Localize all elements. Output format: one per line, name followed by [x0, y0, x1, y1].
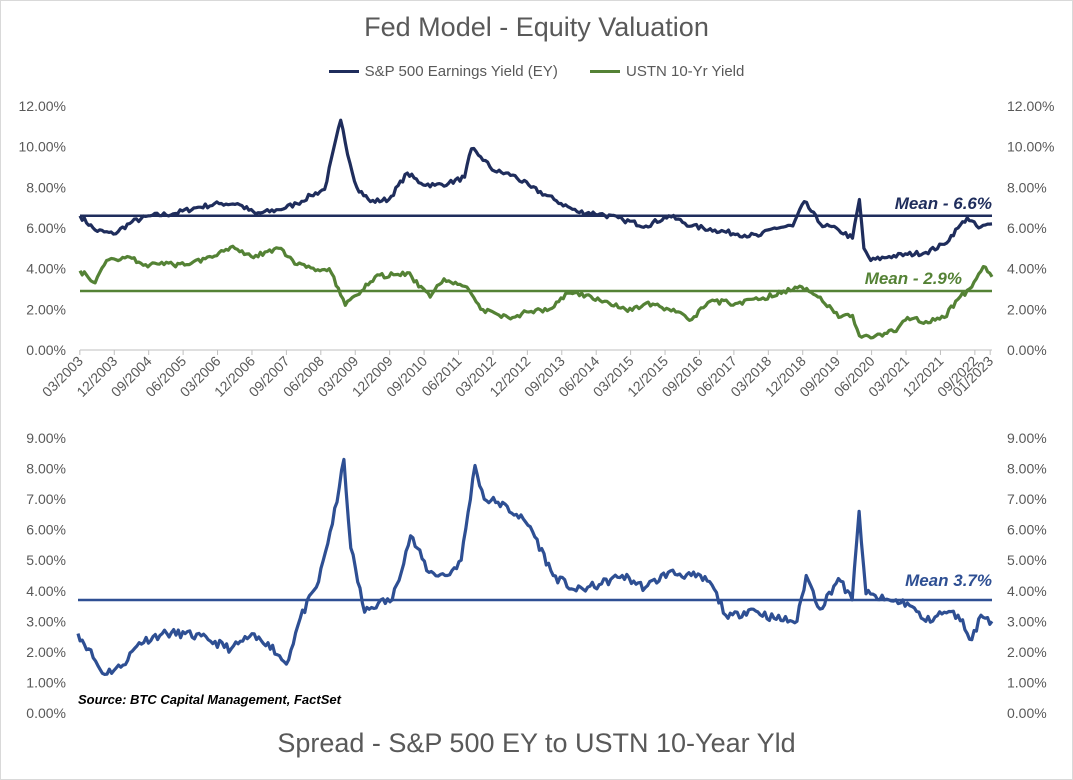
y-tick-label-left: 2.00% [26, 301, 66, 317]
bottom-chart-title: Spread - S&P 500 EY to USTN 10-Year Yld [277, 728, 796, 758]
y-tick-label-right: 6.00% [1007, 522, 1047, 538]
y-tick-label-left: 7.00% [26, 491, 66, 507]
y-tick-label-left: 8.00% [26, 461, 66, 477]
y-tick-label-right: 1.00% [1007, 674, 1047, 690]
y-tick-label-right: 4.00% [1007, 261, 1047, 277]
series-line-2 [78, 244, 994, 340]
source-note: Source: BTC Capital Management, FactSet [78, 692, 341, 707]
y-tick-label-right: 0.00% [1007, 342, 1047, 358]
legend-label-ust: USTN 10-Yr Yield [625, 63, 745, 80]
y-tick-label-left: 9.00% [26, 430, 66, 446]
y-tick-label-right: 0.00% [1007, 705, 1047, 721]
mean-label: Mean 3.7% [905, 571, 992, 590]
y-tick-label-left: 12.00% [19, 98, 66, 114]
y-tick-label-right: 8.00% [1007, 461, 1047, 477]
y-tick-label-right: 12.00% [1007, 98, 1054, 114]
y-tick-label-right: 7.00% [1007, 491, 1047, 507]
y-tick-label-left: 0.00% [26, 342, 66, 358]
y-tick-label-left: 10.00% [19, 139, 66, 155]
y-tick-label-right: 4.00% [1007, 583, 1047, 599]
legend-swatch-ey [328, 70, 359, 73]
y-tick-label-right: 9.00% [1007, 430, 1047, 446]
y-tick-label-right: 3.00% [1007, 613, 1047, 629]
y-tick-label-right: 10.00% [1007, 139, 1054, 155]
series-line-1 [78, 118, 993, 263]
legend-swatch-ust [589, 70, 620, 73]
y-tick-label-left: 6.00% [26, 220, 66, 236]
y-tick-label-left: 2.00% [26, 644, 66, 660]
y-tick-label-left: 4.00% [26, 583, 66, 599]
legend: S&P 500 Earnings Yield (EY) USTN 10-Yr Y… [0, 60, 1073, 80]
y-tick-label-left: 1.00% [26, 674, 66, 690]
series-line-1 [76, 457, 994, 676]
y-tick-label-right: 2.00% [1007, 644, 1047, 660]
y-tick-label-right: 6.00% [1007, 220, 1047, 236]
y-tick-label-left: 6.00% [26, 522, 66, 538]
y-tick-label-left: 0.00% [26, 705, 66, 721]
mean-label: Mean - 6.6% [895, 194, 992, 213]
legend-label-ey: S&P 500 Earnings Yield (EY) [364, 63, 558, 80]
legend-item-ey: S&P 500 Earnings Yield (EY) [328, 63, 558, 80]
y-tick-label-left: 5.00% [26, 552, 66, 568]
y-tick-label-right: 5.00% [1007, 552, 1047, 568]
legend-item-ust: USTN 10-Yr Yield [589, 63, 745, 80]
y-tick-label-left: 4.00% [26, 261, 66, 277]
y-tick-label-left: 8.00% [26, 179, 66, 195]
mean-label: Mean - 2.9% [865, 269, 962, 288]
y-tick-label-right: 2.00% [1007, 301, 1047, 317]
top-chart-title: Fed Model - Equity Valuation [364, 12, 709, 42]
y-tick-label-left: 3.00% [26, 613, 66, 629]
y-tick-label-right: 8.00% [1007, 179, 1047, 195]
